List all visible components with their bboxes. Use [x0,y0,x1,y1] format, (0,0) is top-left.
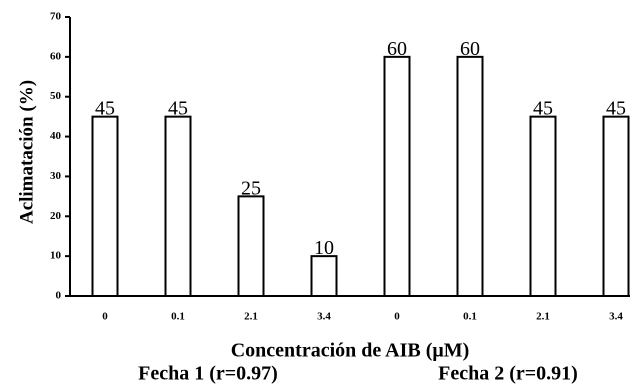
x-ticks: 0 0.1 2.1 3.4 0 0.1 2.1 3.4 [102,311,623,323]
y-tick-label: 40 [50,130,62,142]
y-tick-label: 30 [50,170,62,182]
y-tick-label: 70 [50,11,62,23]
bar [602,115,630,298]
bars: 45 45 25 10 60 60 45 45 [91,38,630,298]
y-tick-label: 60 [50,50,62,62]
group-label-fecha-1: Fecha 1 (r=0.97) [138,363,278,385]
group-label-fecha-2: Fecha 2 (r=0.91) [438,363,578,385]
x-axis-title: Concentración de AIB (μM) [231,340,470,362]
y-tick-label: 0 [56,290,62,302]
bar [310,255,338,297]
y-ticks: 0 10 20 30 40 50 60 70 [50,11,70,302]
y-tick-label: 50 [50,90,62,102]
y-tick-label: 20 [50,210,62,222]
bar [164,115,192,298]
x-tick-label: 0 [394,311,400,323]
x-tick-label: 0.1 [463,311,477,323]
bar [529,115,557,298]
bar [237,195,265,298]
x-tick-label: 3.4 [609,311,623,323]
bar [91,115,119,298]
y-tick-label: 10 [50,250,62,262]
bar-value-label: 45 [95,98,115,120]
bar-value-label: 45 [168,98,188,120]
x-tick-label: 2.1 [536,311,550,323]
bar-value-label: 60 [387,38,407,60]
y-axis-title-group: Aclimatación (%) [16,80,37,224]
bar-value-label: 60 [460,38,480,60]
bar-value-label: 10 [314,237,334,259]
bar [456,55,484,297]
bar [383,55,411,297]
bar-value-label: 45 [606,98,626,120]
x-tick-label: 3.4 [317,311,331,323]
x-tick-label: 0 [102,311,108,323]
bar-value-label: 25 [241,177,261,199]
x-tick-label: 0.1 [171,311,185,323]
bar-value-label: 45 [533,98,553,120]
y-axis-title: Aclimatación (%) [16,80,37,224]
x-tick-label: 2.1 [244,311,258,323]
